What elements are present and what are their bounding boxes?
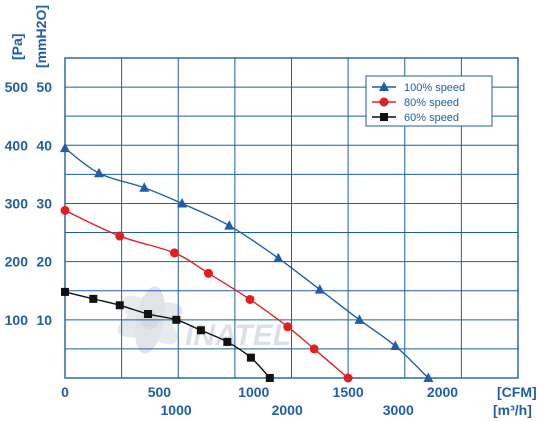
- data-point-circle: [115, 231, 125, 241]
- data-point-square: [196, 326, 205, 335]
- data-point-triangle: [354, 314, 365, 324]
- y-tick-label-mmh2o: 40: [36, 137, 52, 153]
- data-point-square: [265, 374, 274, 382]
- legend: 100% speed 80% speed 60% speed: [365, 75, 493, 127]
- data-point-square: [89, 294, 98, 303]
- legend-marker-square: [380, 113, 388, 121]
- y-tick-label-pa: 500: [5, 79, 29, 95]
- data-point-triangle: [273, 252, 284, 263]
- data-point-triangle: [177, 197, 188, 208]
- data-point-square: [115, 301, 124, 310]
- series-layer: [60, 142, 434, 383]
- data-point-triangle: [60, 142, 70, 153]
- y-unit-primary: [Pa]: [9, 34, 25, 60]
- legend-marker-triangle: [379, 81, 389, 91]
- data-point-triangle: [139, 182, 150, 192]
- data-point-circle: [60, 205, 70, 215]
- x-unit-secondary: [m³/h]: [493, 402, 532, 418]
- x-tick-label-cfm: 1000: [238, 384, 269, 400]
- data-point-circle: [343, 373, 353, 383]
- data-point-square: [246, 353, 255, 362]
- x-tick-label-cfm: 0: [61, 384, 69, 400]
- data-point-circle: [245, 294, 255, 304]
- data-point-square: [61, 287, 69, 296]
- data-point-triangle: [314, 284, 325, 294]
- data-point-square: [144, 310, 153, 318]
- y-tick-label-pa: 100: [5, 312, 29, 328]
- x-tick-label-cfm: 500: [148, 384, 172, 400]
- x-tick-label-m3h: 1000: [161, 402, 192, 418]
- data-point-triangle: [390, 340, 401, 350]
- x-tick-label-m3h: 2000: [272, 402, 303, 418]
- data-point-triangle: [224, 220, 235, 230]
- data-point-circle: [309, 344, 319, 354]
- y-tick-label-mmh2o: 20: [36, 254, 52, 270]
- x-unit-primary: [CFM]: [497, 384, 537, 400]
- y-tick-label-pa: 200: [5, 254, 29, 270]
- x-tick-label-cfm: 2000: [427, 384, 458, 400]
- data-point-triangle: [423, 372, 434, 382]
- x-tick-label-m3h: 3000: [383, 402, 414, 418]
- y-tick-label-pa: 400: [5, 137, 29, 153]
- y-tick-label-mmh2o: 30: [36, 195, 52, 211]
- data-point-square: [172, 315, 181, 324]
- watermark-text: INATEL: [185, 319, 291, 352]
- legend-label: 80% speed: [404, 97, 459, 109]
- y-tick-label-mmh2o: 10: [36, 312, 52, 328]
- data-point-circle: [283, 322, 293, 332]
- plot-frame: [64, 57, 519, 379]
- legend-label: 100% speed: [404, 82, 465, 94]
- y-tick-label-mmh2o: 50: [36, 79, 52, 95]
- data-point-circle: [169, 248, 179, 258]
- series-line-triangle: [64, 147, 429, 379]
- y-unit-secondary: [mmH2O]: [33, 5, 49, 68]
- legend-label: 60% speed: [404, 112, 459, 124]
- series-line-circle: [64, 209, 349, 379]
- data-point-circle: [203, 268, 213, 278]
- data-point-square: [223, 337, 232, 346]
- y-tick-label-pa: 300: [5, 195, 29, 211]
- legend-marker-circle: [379, 97, 389, 107]
- data-point-triangle: [93, 167, 104, 178]
- x-tick-label-cfm: 1500: [333, 384, 364, 400]
